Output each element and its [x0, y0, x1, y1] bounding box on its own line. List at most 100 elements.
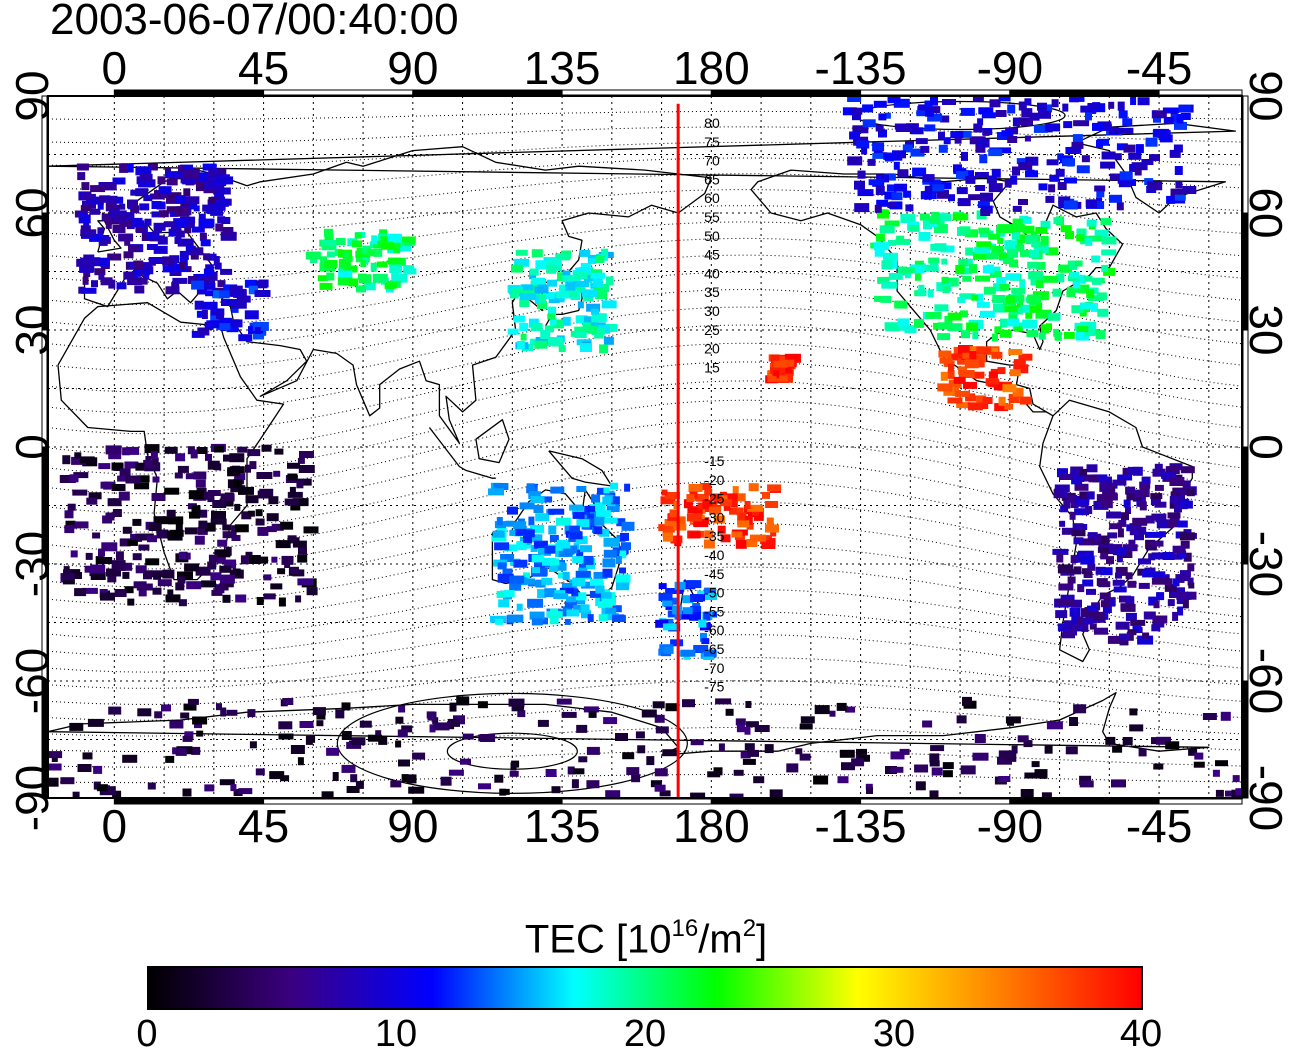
tec-cell	[1178, 105, 1192, 113]
tec-cell	[674, 581, 686, 590]
tec-cell	[108, 209, 119, 216]
tec-cell	[662, 623, 679, 631]
tec-cell	[655, 726, 669, 734]
tec-cell	[1137, 635, 1154, 645]
tec-cell	[1094, 535, 1110, 545]
tec-cell	[1086, 289, 1095, 299]
tec-cell	[744, 743, 755, 751]
tec-cell	[48, 763, 62, 771]
tec-cell	[191, 505, 201, 515]
tec-cell	[520, 333, 527, 341]
tec-cell	[112, 509, 122, 517]
tec-cell	[186, 245, 193, 252]
tec-cell	[277, 568, 286, 575]
tec-cell	[112, 177, 126, 185]
tec-cell	[175, 453, 186, 462]
tec-cell	[271, 523, 284, 531]
tec-cell	[940, 115, 950, 123]
tec-cell	[477, 701, 488, 709]
tec-cell	[1076, 234, 1085, 242]
tec-cell	[1171, 553, 1183, 560]
tec-cell	[1118, 180, 1131, 188]
tec-cell	[955, 265, 965, 274]
tec-cell	[346, 741, 362, 749]
coastline	[475, 419, 510, 464]
tec-cell	[839, 749, 855, 758]
tec-cell	[703, 611, 711, 621]
tec-cell	[200, 239, 211, 247]
tec-cell	[219, 565, 232, 573]
tec-cell	[238, 486, 254, 495]
tec-cell	[1152, 110, 1167, 119]
tec-cell	[171, 224, 181, 233]
tec-cell	[559, 587, 574, 594]
tec-cell	[1004, 179, 1012, 188]
tec-cell	[693, 519, 709, 528]
tec-cell	[1073, 475, 1085, 482]
tec-cell	[118, 491, 130, 501]
tec-cell	[879, 225, 895, 234]
tec-cell	[174, 207, 190, 217]
tec-cell	[177, 165, 184, 173]
tec-cell	[1127, 580, 1137, 588]
tec-cell	[747, 504, 764, 512]
tec-cell	[1096, 494, 1112, 502]
tec-cell	[1069, 511, 1076, 520]
tec-cell	[1055, 610, 1068, 619]
tec-cell	[652, 701, 665, 709]
tec-cell	[395, 242, 411, 252]
tec-cell	[677, 516, 686, 525]
tec-cell	[69, 722, 84, 731]
tec-cell	[958, 345, 973, 354]
tec-cell	[956, 171, 968, 180]
tec-cell	[107, 575, 117, 583]
tec-cell	[779, 356, 786, 365]
tec-cell	[571, 507, 585, 515]
tec-cell	[703, 649, 717, 657]
tec-cell	[198, 213, 206, 221]
tec-cell	[1056, 273, 1065, 283]
tec-cell	[144, 444, 160, 454]
tec-cell	[662, 600, 673, 607]
tec-cell	[182, 175, 196, 185]
tec-cell	[988, 348, 998, 356]
tec-cell	[1157, 620, 1165, 628]
tec-cell	[575, 536, 588, 545]
tec-cell	[1063, 627, 1077, 636]
tec-cell	[680, 649, 696, 657]
tec-cell	[221, 299, 237, 306]
tec-cell	[70, 550, 78, 558]
tec-cell	[82, 276, 89, 285]
tec-cell	[312, 707, 326, 716]
tec-cell	[100, 481, 116, 489]
tec-cell	[611, 615, 626, 623]
tec-cell	[1040, 220, 1051, 229]
tec-cell	[602, 568, 613, 578]
tec-cell	[207, 561, 217, 570]
y-tick-right: -90	[1240, 765, 1292, 831]
tec-cell	[571, 588, 579, 597]
tec-cell	[720, 499, 733, 507]
tec-cell	[1023, 740, 1033, 748]
tec-cell	[670, 639, 684, 647]
tec-cell	[891, 261, 898, 269]
tec-cell	[729, 507, 740, 515]
tec-cell	[248, 286, 258, 295]
tec-cell	[947, 323, 963, 332]
tec-cell	[195, 479, 206, 488]
sza-contour	[48, 501, 1242, 588]
tec-cell	[215, 223, 224, 232]
tec-cell	[980, 209, 991, 216]
tec-cell	[1097, 138, 1110, 146]
tec-cell	[1113, 586, 1127, 593]
tec-cell	[1022, 217, 1032, 224]
tec-cell	[637, 745, 646, 754]
tec-cell	[1004, 403, 1014, 410]
tec-cell	[1095, 330, 1106, 340]
tec-cell	[326, 251, 335, 258]
tec-cell	[881, 260, 893, 270]
tec-cell	[448, 769, 464, 776]
tec-cell	[316, 720, 324, 727]
tec-cell	[1053, 489, 1066, 499]
tec-cell	[537, 301, 547, 309]
